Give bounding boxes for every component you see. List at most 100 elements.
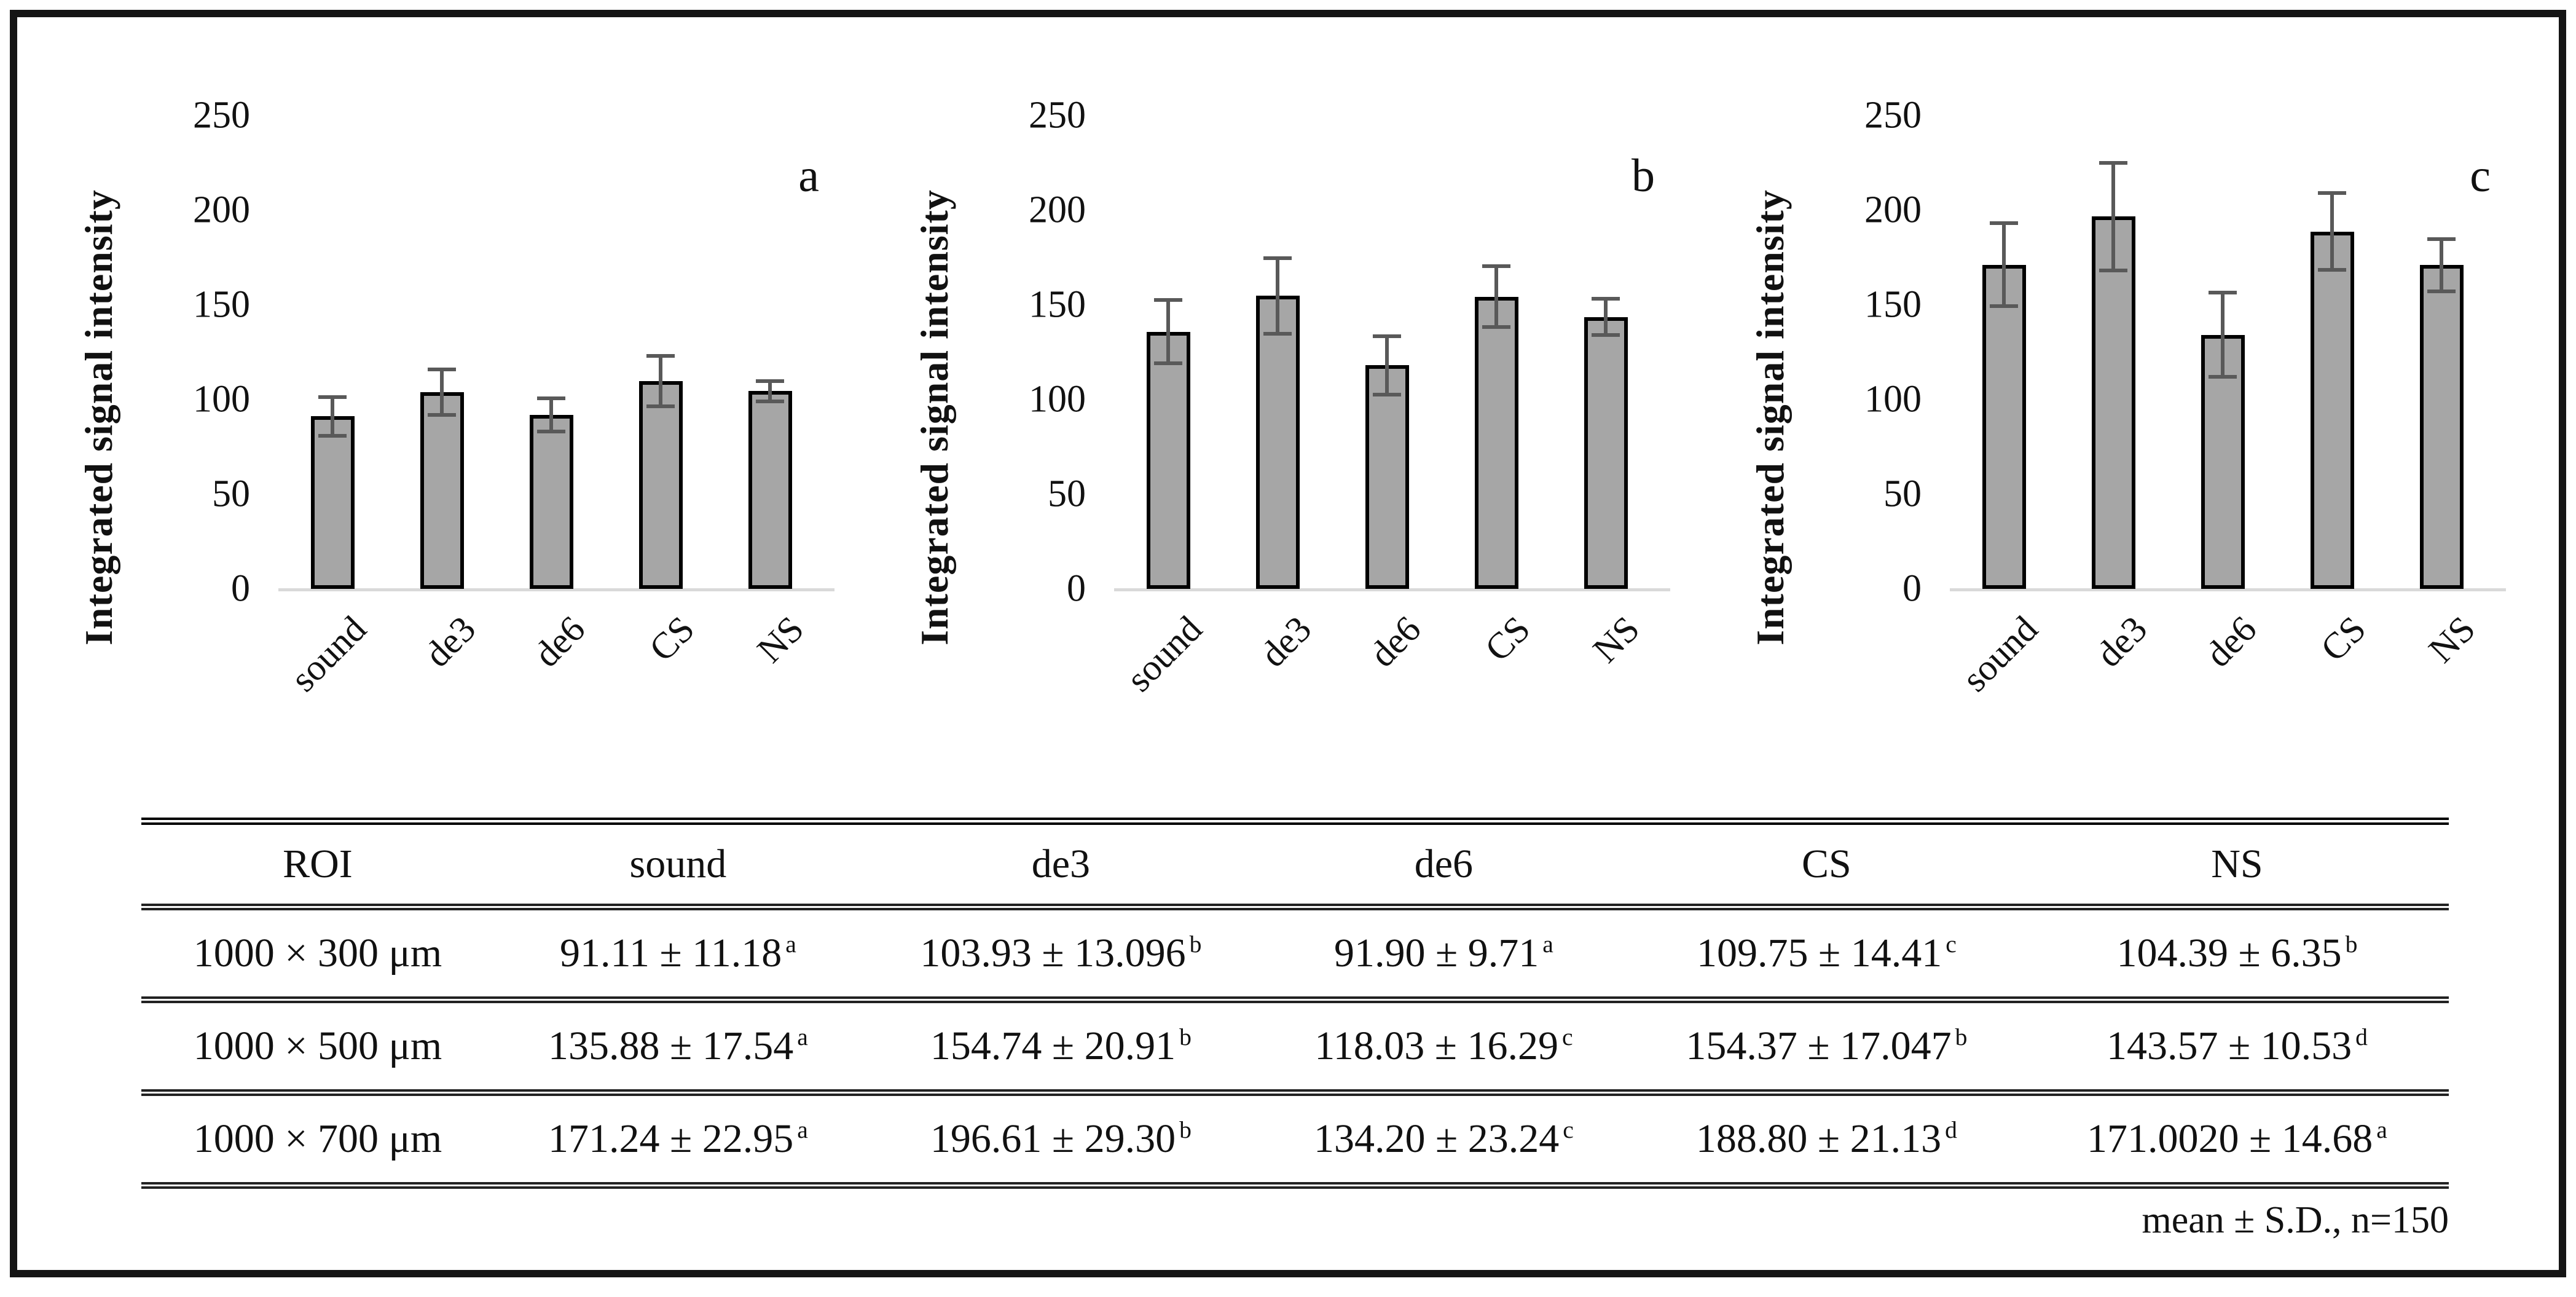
value-cell-CS: 188.80 ± 21.13 d — [1627, 1092, 2025, 1189]
error-bar-cap-top — [1373, 334, 1401, 339]
error-bar-line — [1604, 297, 1608, 337]
roi-cell: 1000 × 300 μm — [141, 907, 494, 1003]
table-header-row: ROI sound de3 de6 CS NS — [141, 821, 2449, 910]
x-category-label-de6: de6 — [526, 608, 593, 675]
error-bar-cap-top — [1154, 298, 1182, 302]
error-bar-sound — [1154, 298, 1182, 365]
x-category-label-CS: CS — [1477, 608, 1538, 669]
y-tick-label: 0 — [231, 567, 250, 610]
error-bar-line — [2330, 191, 2334, 272]
bar-CS — [638, 380, 683, 589]
error-bar-CS — [1482, 264, 1510, 329]
error-bar-cap-bottom — [1990, 304, 2018, 309]
value-cell-de6: 134.20 ± 23.24 c — [1259, 1092, 1628, 1189]
bar-NS — [1584, 317, 1628, 589]
y-tick-label: 50 — [1048, 473, 1086, 515]
y-axis-title: Integrated signal intensity — [77, 189, 120, 646]
y-tick-label: 250 — [1864, 94, 1922, 136]
significance-superscript: b — [1189, 931, 1202, 958]
bar-NS — [748, 391, 792, 589]
table-header-cell-sound: sound — [493, 821, 862, 910]
significance-superscript: d — [1945, 1116, 1957, 1143]
error-bar-line — [1494, 264, 1498, 329]
error-bar-de3 — [2099, 161, 2127, 272]
error-bar-cap-top — [1990, 221, 2018, 225]
significance-superscript: c — [1561, 1023, 1573, 1051]
error-bar-de6 — [537, 396, 565, 433]
y-axis-ticks: 0 50 100 150 200 250 — [131, 95, 272, 610]
x-category-label-NS: NS — [749, 608, 812, 671]
plot-area: a — [278, 116, 834, 591]
error-bar-cap-bottom — [2318, 267, 2346, 272]
value-cell-CS: 109.75 ± 14.41 c — [1627, 907, 2025, 1003]
error-bar-cap-top — [1482, 264, 1510, 269]
significance-superscript: b — [2345, 931, 2358, 958]
error-bar-cap-top — [646, 353, 675, 358]
y-tick-label: 200 — [193, 189, 250, 231]
error-bar-line — [549, 396, 553, 433]
chart-panel-c: Integrated signal intensity 0 50 100 150 200 2… — [1698, 23, 2534, 767]
y-tick-label: 150 — [1864, 283, 1922, 326]
value-cell-CS: 154.37 ± 17.047 b — [1627, 999, 2025, 1096]
significance-superscript: b — [1179, 1023, 1192, 1051]
error-bar-cap-bottom — [428, 413, 456, 417]
x-axis-line — [1114, 588, 1670, 591]
y-tick-label: 50 — [212, 473, 250, 515]
y-tick-label: 150 — [193, 283, 250, 326]
bar-de3 — [2091, 216, 2135, 589]
error-bar-line — [331, 395, 334, 438]
y-tick-label: 100 — [1029, 378, 1086, 420]
table-header-cell-de3: de3 — [862, 821, 1260, 910]
y-tick-label: 100 — [193, 378, 250, 420]
value-cell-de3: 154.74 ± 20.91 b — [862, 999, 1260, 1096]
error-bar-de6 — [2209, 291, 2237, 379]
x-axis-labels: sound de3 de6 CS NS — [1114, 598, 1670, 767]
error-bar-cap-bottom — [646, 404, 675, 409]
x-category-label-sound: sound — [283, 608, 374, 700]
error-bar-line — [1166, 298, 1170, 365]
bar-de3 — [420, 392, 464, 589]
error-bar-de6 — [1373, 334, 1401, 396]
table-row-2: 1000 × 700 μm 171.24 ± 22.95 a 196.61 ± 29.… — [141, 1092, 2449, 1189]
x-category-label-de3: de3 — [2088, 608, 2155, 675]
significance-superscript: c — [1946, 931, 1957, 958]
table-footnote: mean ± S.D., n=150 — [2142, 1199, 2449, 1241]
y-tick-label: 250 — [1029, 94, 1086, 136]
error-bar-cap-top — [318, 395, 347, 399]
bar-CS — [1474, 296, 1518, 589]
error-bar-NS — [1592, 297, 1620, 337]
value-cell-de3: 196.61 ± 29.30 b — [862, 1092, 1260, 1189]
significance-superscript: c — [1563, 1116, 1574, 1143]
error-bar-cap-top — [2209, 291, 2237, 295]
y-tick-label: 150 — [1029, 283, 1086, 326]
error-bar-cap-top — [2099, 161, 2127, 165]
error-bar-line — [1276, 256, 1279, 336]
plot-area: c — [1950, 116, 2506, 591]
error-bar-cap-top — [1263, 256, 1292, 261]
error-bar-cap-top — [1592, 297, 1620, 301]
x-category-label-de3: de3 — [1252, 608, 1319, 675]
significance-superscript: a — [2376, 1116, 2387, 1143]
value-cell-NS: 171.0020 ± 14.68 a — [2025, 1092, 2449, 1189]
panel-letter-a: a — [798, 150, 819, 202]
error-bar-cap-bottom — [2427, 289, 2456, 293]
error-bar-cap-bottom — [1592, 333, 1620, 337]
error-bar-de3 — [1263, 256, 1292, 336]
bar-sound — [1982, 264, 2026, 589]
error-bar-cap-top — [2318, 191, 2346, 195]
error-bar-cap-bottom — [2209, 375, 2237, 379]
x-category-label-de6: de6 — [2197, 608, 2264, 675]
error-bar-sound — [1990, 221, 2018, 309]
bar-de3 — [1255, 296, 1300, 589]
significance-superscript: a — [785, 931, 796, 958]
y-tick-label: 50 — [1883, 473, 1922, 515]
y-axis-ticks: 0 50 100 150 200 250 — [1802, 95, 1944, 610]
y-tick-label: 200 — [1029, 189, 1086, 231]
x-category-label-NS: NS — [2421, 608, 2483, 671]
error-bar-cap-bottom — [756, 400, 784, 404]
table-body: 1000 × 300 μm 91.11 ± 11.18 a 103.93 ± 13.0… — [141, 907, 2449, 1189]
plot-area: b — [1114, 116, 1670, 591]
error-bar-sound — [318, 395, 347, 438]
chart-panel-b: Integrated signal intensity 0 50 100 150 200 2… — [862, 23, 1698, 767]
value-cell-sound: 135.88 ± 17.54 a — [493, 999, 862, 1096]
